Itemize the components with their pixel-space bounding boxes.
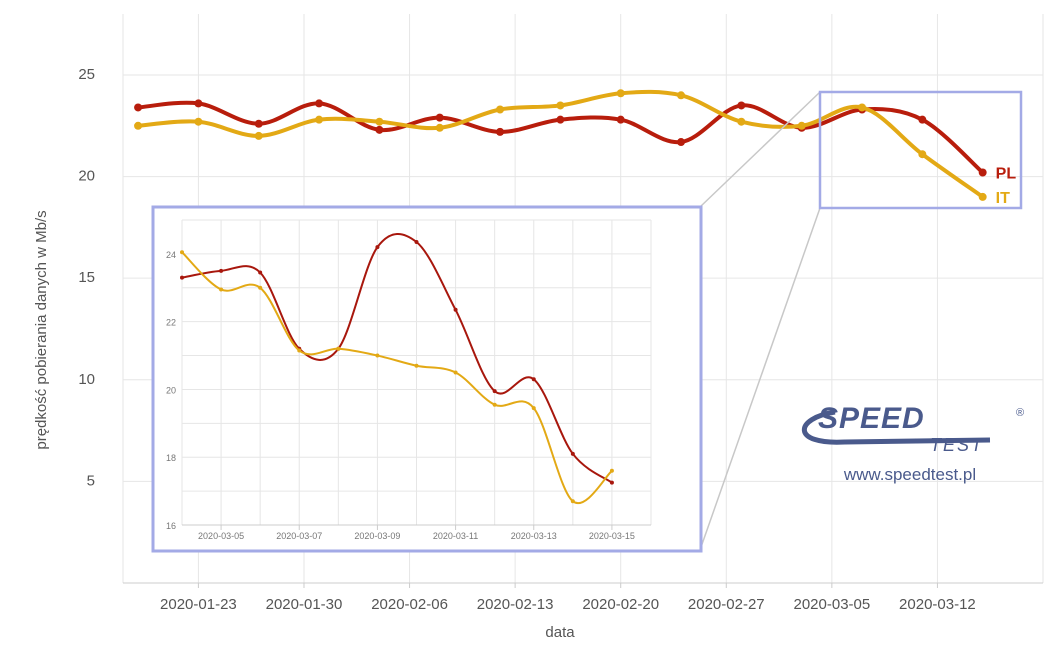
data-point	[134, 121, 143, 130]
x-tick-label: 2020-03-12	[899, 596, 976, 613]
inset-chart: 16 18 20 22 24 2020-03-05 2020-03-07 2020-03-09…	[151, 205, 703, 553]
y-tick-label: 10	[78, 371, 95, 388]
data-point	[797, 121, 806, 130]
logo-url: www.speedtest.pl	[843, 465, 976, 484]
y-tick-label: 24	[166, 250, 176, 260]
data-point	[194, 99, 203, 108]
y-tick-label: 5	[87, 472, 95, 489]
data-point	[978, 168, 987, 177]
x-tick-label: 2020-02-13	[477, 596, 554, 613]
data-point	[556, 101, 565, 110]
x-tick-label: 2020-02-06	[371, 596, 448, 613]
x-tick-label: 2020-03-15	[589, 531, 635, 541]
x-tick-label: 2020-02-20	[582, 596, 659, 613]
main-series: PL IT	[134, 89, 1016, 207]
zoom-connectors	[699, 90, 1023, 551]
data-point	[918, 150, 927, 159]
x-tick-label: 2020-03-05	[793, 596, 870, 613]
zoom-box	[818, 90, 1023, 210]
data-point	[616, 115, 625, 124]
data-point	[180, 275, 184, 280]
connector-line	[699, 207, 821, 551]
data-point	[556, 115, 565, 124]
y-tick-label: 25	[78, 66, 95, 83]
data-point	[858, 103, 867, 112]
y-tick-label: 22	[166, 318, 176, 328]
x-axis-label: data	[545, 624, 575, 641]
data-point	[496, 127, 505, 136]
data-point	[453, 307, 458, 312]
inset-frame	[151, 205, 703, 553]
series-label-PL: PL	[996, 166, 1017, 183]
data-point	[918, 115, 927, 124]
y-tick-label: 16	[166, 521, 176, 531]
y-tick-label: 18	[166, 453, 176, 463]
y-tick-label: 20	[78, 168, 95, 185]
data-point	[609, 468, 614, 473]
logo-speed: SPEED	[818, 402, 925, 435]
data-point	[616, 89, 625, 98]
data-point	[258, 270, 263, 275]
data-point	[435, 113, 444, 122]
main-grid: 5 10 15 20 25 2020-01-23 2020-01-30 2020-02-06 2…	[78, 14, 1044, 613]
data-point	[496, 105, 505, 114]
data-point	[336, 346, 341, 351]
x-tick-label: 2020-03-11	[433, 531, 478, 541]
data-point	[492, 389, 497, 394]
x-tick-label: 2020-02-27	[688, 596, 765, 613]
data-point	[375, 353, 380, 358]
data-point	[315, 99, 324, 108]
data-point	[677, 138, 686, 147]
data-point	[978, 192, 987, 201]
data-point	[258, 285, 263, 290]
data-point	[414, 240, 419, 245]
logo-swoosh	[801, 409, 991, 445]
data-point	[414, 363, 419, 368]
data-point	[219, 287, 224, 292]
data-point	[570, 499, 575, 504]
y-tick-label: 20	[166, 385, 176, 395]
data-point	[219, 268, 224, 273]
x-tick-label: 2020-03-07	[276, 531, 322, 541]
series-label-IT: IT	[996, 190, 1010, 207]
speedtest-logo: SPEED ® TEST www.speedtest.pl	[801, 402, 1024, 484]
x-tick-label: 2020-03-13	[511, 531, 557, 541]
y-tick-label: 15	[78, 269, 95, 286]
data-point	[609, 480, 614, 485]
x-tick-label: 2020-03-05	[198, 531, 244, 541]
data-point	[570, 451, 575, 456]
data-point	[375, 245, 380, 250]
data-point	[315, 115, 324, 124]
data-point	[297, 348, 302, 353]
data-point	[254, 119, 263, 128]
data-point	[375, 117, 384, 126]
data-point	[737, 117, 746, 126]
x-tick-label: 2020-01-23	[160, 596, 237, 613]
data-point	[492, 402, 497, 407]
data-point	[737, 101, 746, 110]
logo-registered: ®	[1016, 407, 1024, 419]
logo-test: TEST	[930, 435, 984, 455]
data-point	[531, 406, 536, 411]
series-line-PL	[137, 100, 985, 175]
data-point	[180, 250, 184, 255]
data-point	[453, 370, 458, 375]
data-point	[134, 103, 143, 112]
y-axis-label: prędkość pobierania danych w Mb/s	[33, 210, 50, 449]
data-point	[254, 131, 263, 140]
data-point	[677, 91, 686, 100]
connector-line	[699, 91, 821, 208]
x-tick-label: 2020-03-09	[354, 531, 400, 541]
data-point	[435, 123, 444, 132]
x-tick-label: 2020-01-30	[266, 596, 343, 613]
data-point	[194, 117, 203, 126]
data-point	[531, 377, 536, 382]
data-point	[375, 125, 384, 134]
